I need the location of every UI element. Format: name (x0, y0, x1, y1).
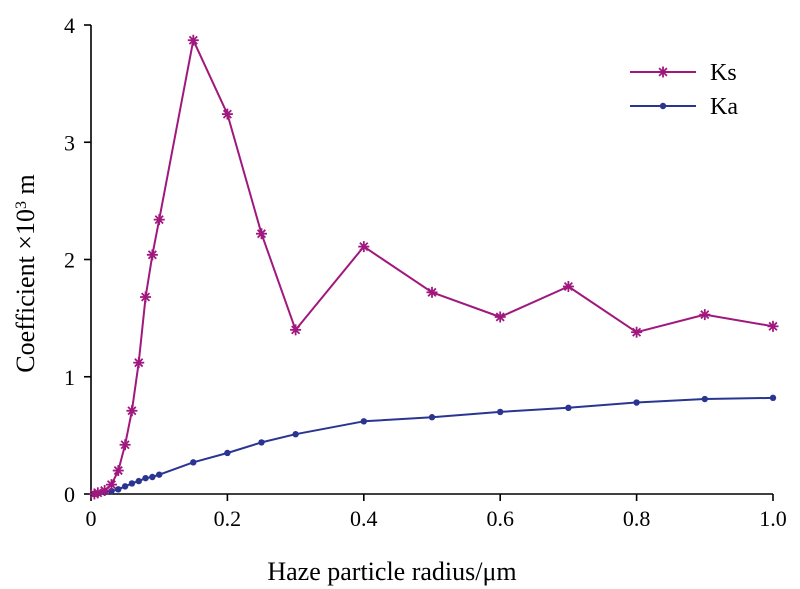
series-ks-point (426, 286, 438, 298)
series-ks-point (631, 326, 643, 338)
series-ka-point (224, 449, 231, 457)
series-ka-point (428, 414, 436, 421)
series-ka-point (135, 477, 142, 485)
y-tick-label: 1 (64, 365, 75, 390)
series-ka-point (360, 418, 367, 425)
series-ks-point (221, 108, 233, 120)
series-ks-point (112, 465, 124, 477)
series-ks-point (187, 34, 199, 46)
legend-marker-ka (659, 102, 667, 110)
axes (90, 25, 773, 495)
series-ka-point (128, 480, 136, 487)
series-ka-point (769, 394, 777, 402)
series-ka-point (497, 408, 504, 416)
series-ks-point (153, 214, 165, 226)
legend-marker-ks (657, 66, 669, 78)
series-ks-point (119, 439, 131, 451)
y-axis-title-unit: m (11, 174, 40, 201)
y-axis-title: Coefficient ×103 m (11, 174, 40, 372)
series-ks-point (140, 291, 152, 303)
series-layer (88, 34, 779, 500)
x-tick-label: 0.4 (350, 506, 378, 531)
y-tick-label: 4 (64, 13, 75, 38)
series-ka-point (565, 404, 572, 412)
series-ks-point (358, 241, 370, 253)
y-axis-title-main: Coefficient ×10 (11, 209, 40, 373)
series-ka-point (292, 431, 299, 438)
x-tick-label: 1.0 (759, 506, 787, 531)
series-ks-point (256, 228, 267, 240)
series-ks (88, 34, 779, 500)
legend-label-ka: Ka (710, 94, 738, 120)
series-ks-point (146, 249, 158, 261)
series-ka-point (115, 486, 122, 493)
series-ks-point (699, 309, 711, 321)
series-ka-point (190, 459, 197, 466)
series-ka-point (149, 473, 156, 481)
y-tick-label: 2 (64, 248, 75, 273)
series-ks-point (105, 479, 117, 491)
series-ks-point (767, 320, 779, 332)
series-ks-line (94, 39, 774, 495)
x-tick-label: 0.2 (214, 506, 242, 531)
ticks: 0 0.2 0.4 0.6 0.8 1.0 0 1 2 3 4 (64, 13, 787, 531)
legend: Ks Ka (630, 60, 738, 120)
series-ka-point (156, 471, 163, 478)
series-ks-point (562, 280, 574, 292)
x-axis-title: Haze particle radius/μm (267, 557, 516, 586)
series-ka-point (108, 487, 115, 495)
x-tick-label: 0 (86, 506, 97, 531)
series-ka-point (701, 395, 708, 403)
y-tick-label: 3 (64, 130, 75, 155)
series-ks-point (133, 357, 145, 369)
x-tick-label: 0.6 (486, 506, 514, 531)
series-ka-line (94, 396, 774, 495)
x-tick-label: 0.8 (623, 506, 651, 531)
series-ks-point (494, 311, 506, 323)
series-ks-point (126, 405, 138, 417)
series-ka-point (142, 474, 149, 482)
legend-item-ks: Ks (630, 60, 737, 86)
series-ks-point (290, 324, 302, 336)
y-tick-label: 0 (64, 482, 75, 507)
series-ka-point (258, 439, 265, 446)
series-ka (91, 394, 777, 498)
series-ka-point (633, 399, 640, 406)
legend-label-ks: Ks (710, 60, 737, 86)
y-axis-title-exponent: 3 (13, 201, 30, 209)
series-ka-point (121, 483, 129, 490)
legend-item-ka: Ka (630, 94, 738, 120)
